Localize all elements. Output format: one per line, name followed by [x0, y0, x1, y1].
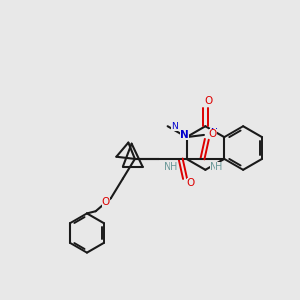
Text: N: N	[164, 162, 172, 172]
Text: N: N	[211, 128, 217, 137]
Text: O: O	[187, 178, 195, 188]
Text: N: N	[210, 162, 217, 172]
Text: H: H	[214, 162, 222, 172]
Text: N: N	[171, 122, 178, 131]
Text: O: O	[204, 96, 212, 106]
Text: O: O	[102, 197, 110, 207]
Text: H: H	[170, 162, 177, 172]
Text: N: N	[180, 130, 189, 140]
Text: O: O	[208, 129, 217, 139]
